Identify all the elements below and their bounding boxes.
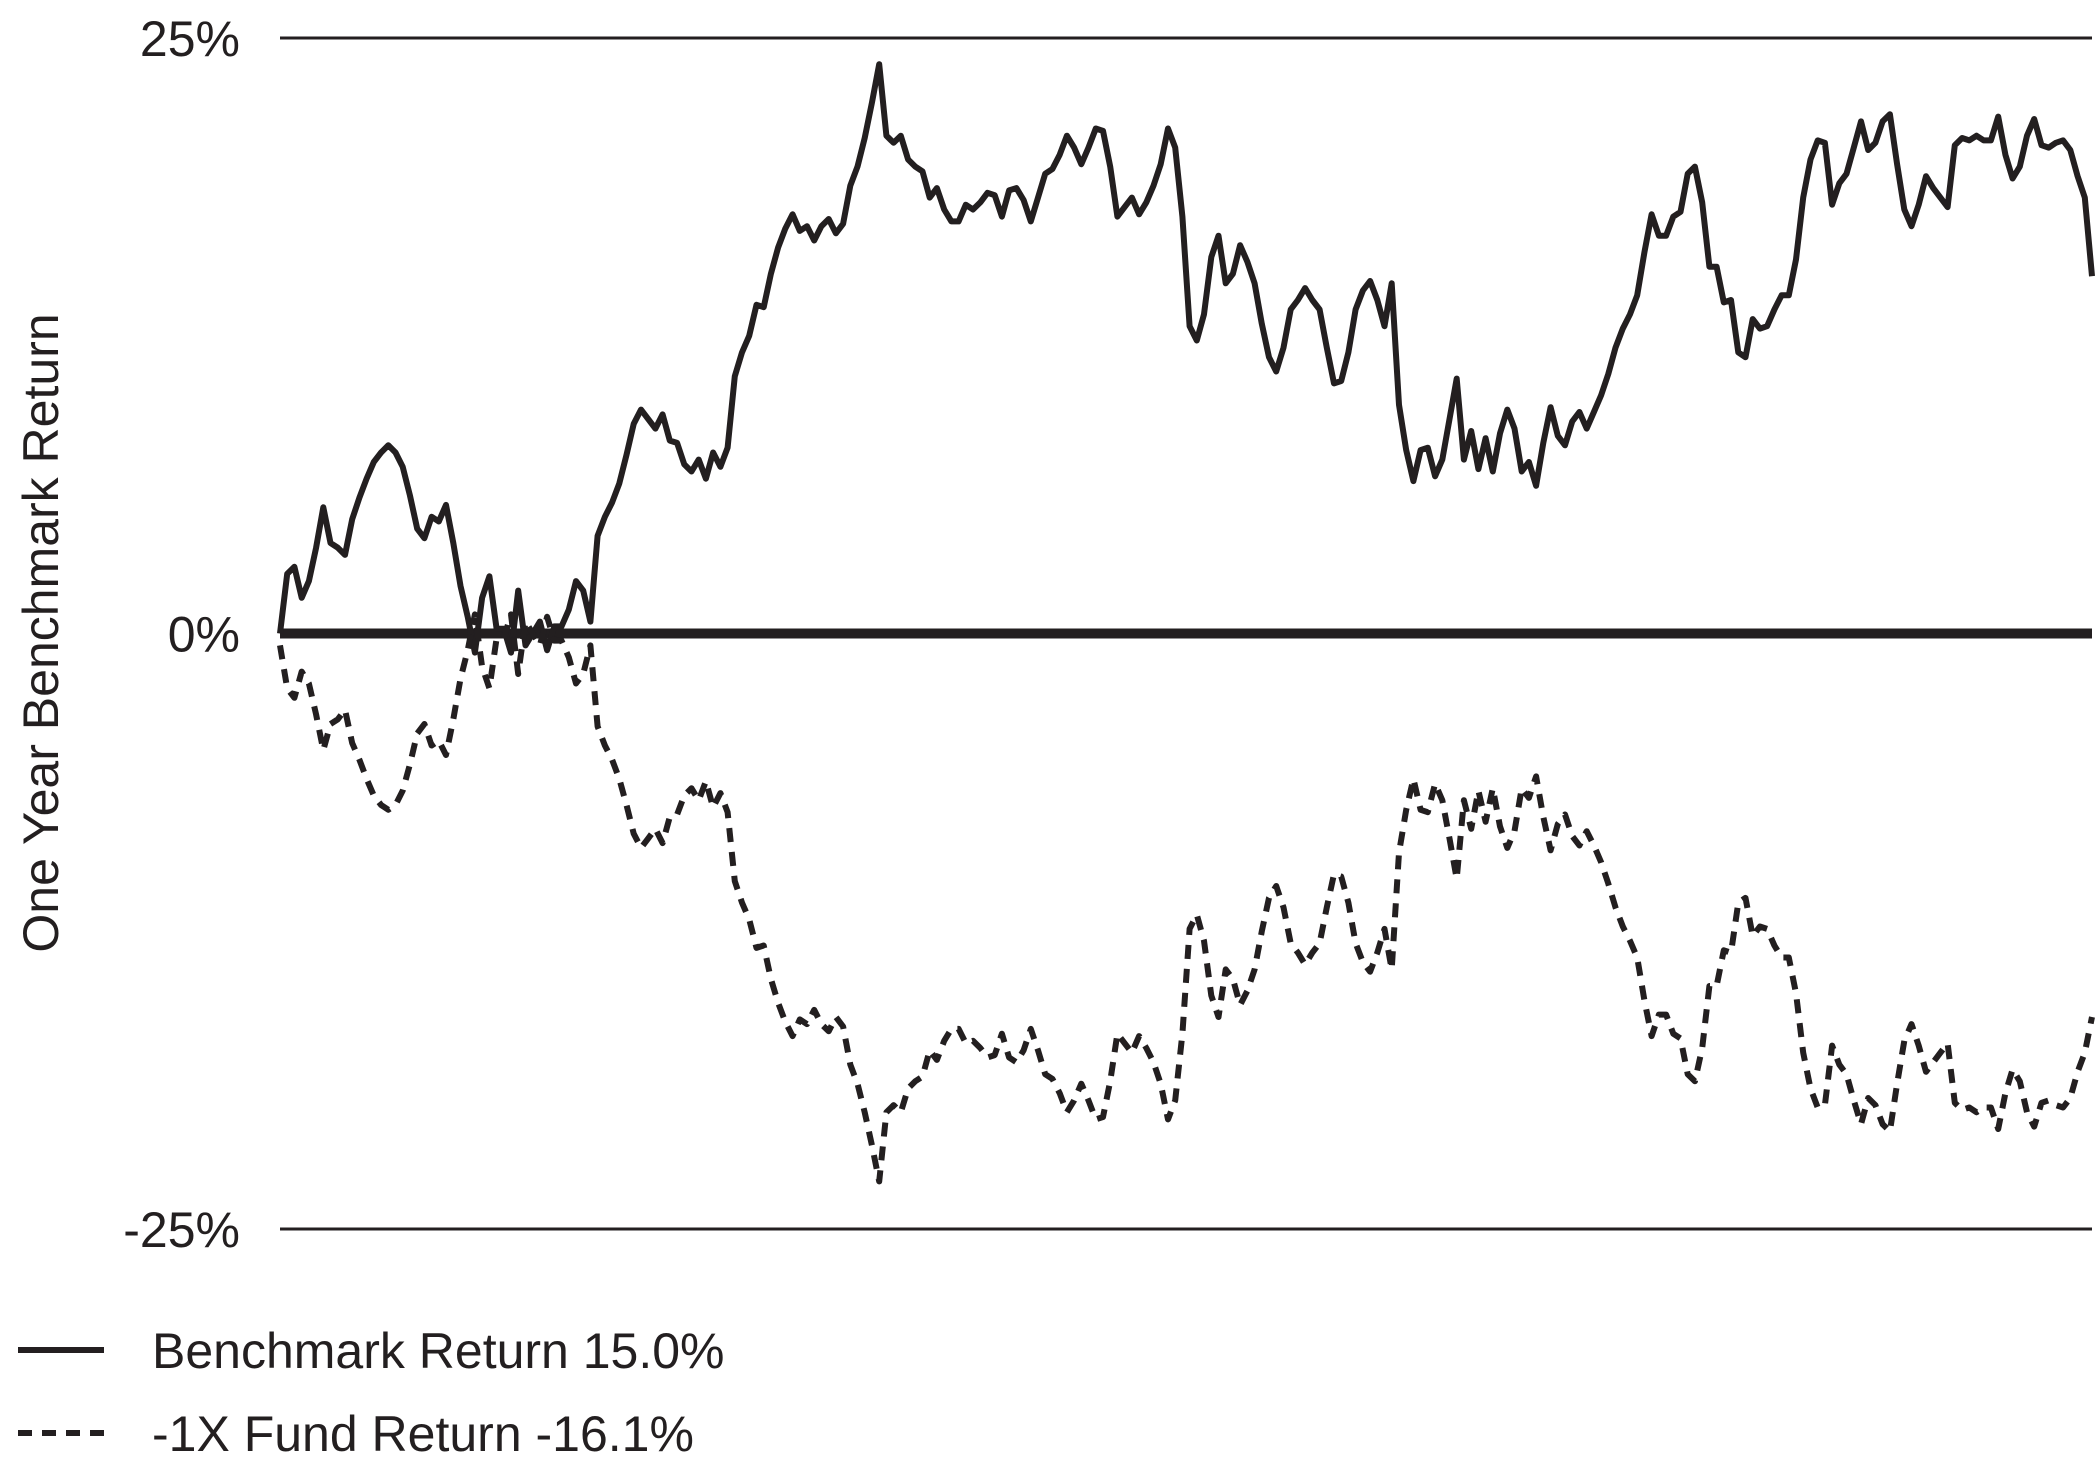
gridlines	[280, 36, 2092, 1231]
legend-label-benchmark: Benchmark Return 15.0%	[152, 1323, 725, 1379]
y-tick-label: 25%	[140, 11, 240, 67]
legend-label-inverse-fund: -1X Fund Return -16.1%	[152, 1406, 694, 1462]
series-line-benchmark	[277, 61, 2095, 656]
series-line-inverse-fund	[277, 611, 2095, 1185]
series-layer	[277, 61, 2095, 1185]
y-tick-labels: 25% 0% -25%	[123, 11, 240, 1258]
y-tick-label: -25%	[123, 1202, 240, 1258]
y-tick-label: 0%	[168, 607, 240, 663]
legend: Benchmark Return 15.0% -1X Fund Return -…	[18, 1323, 725, 1462]
y-axis-title: One Year Benchmark Return	[13, 313, 69, 952]
